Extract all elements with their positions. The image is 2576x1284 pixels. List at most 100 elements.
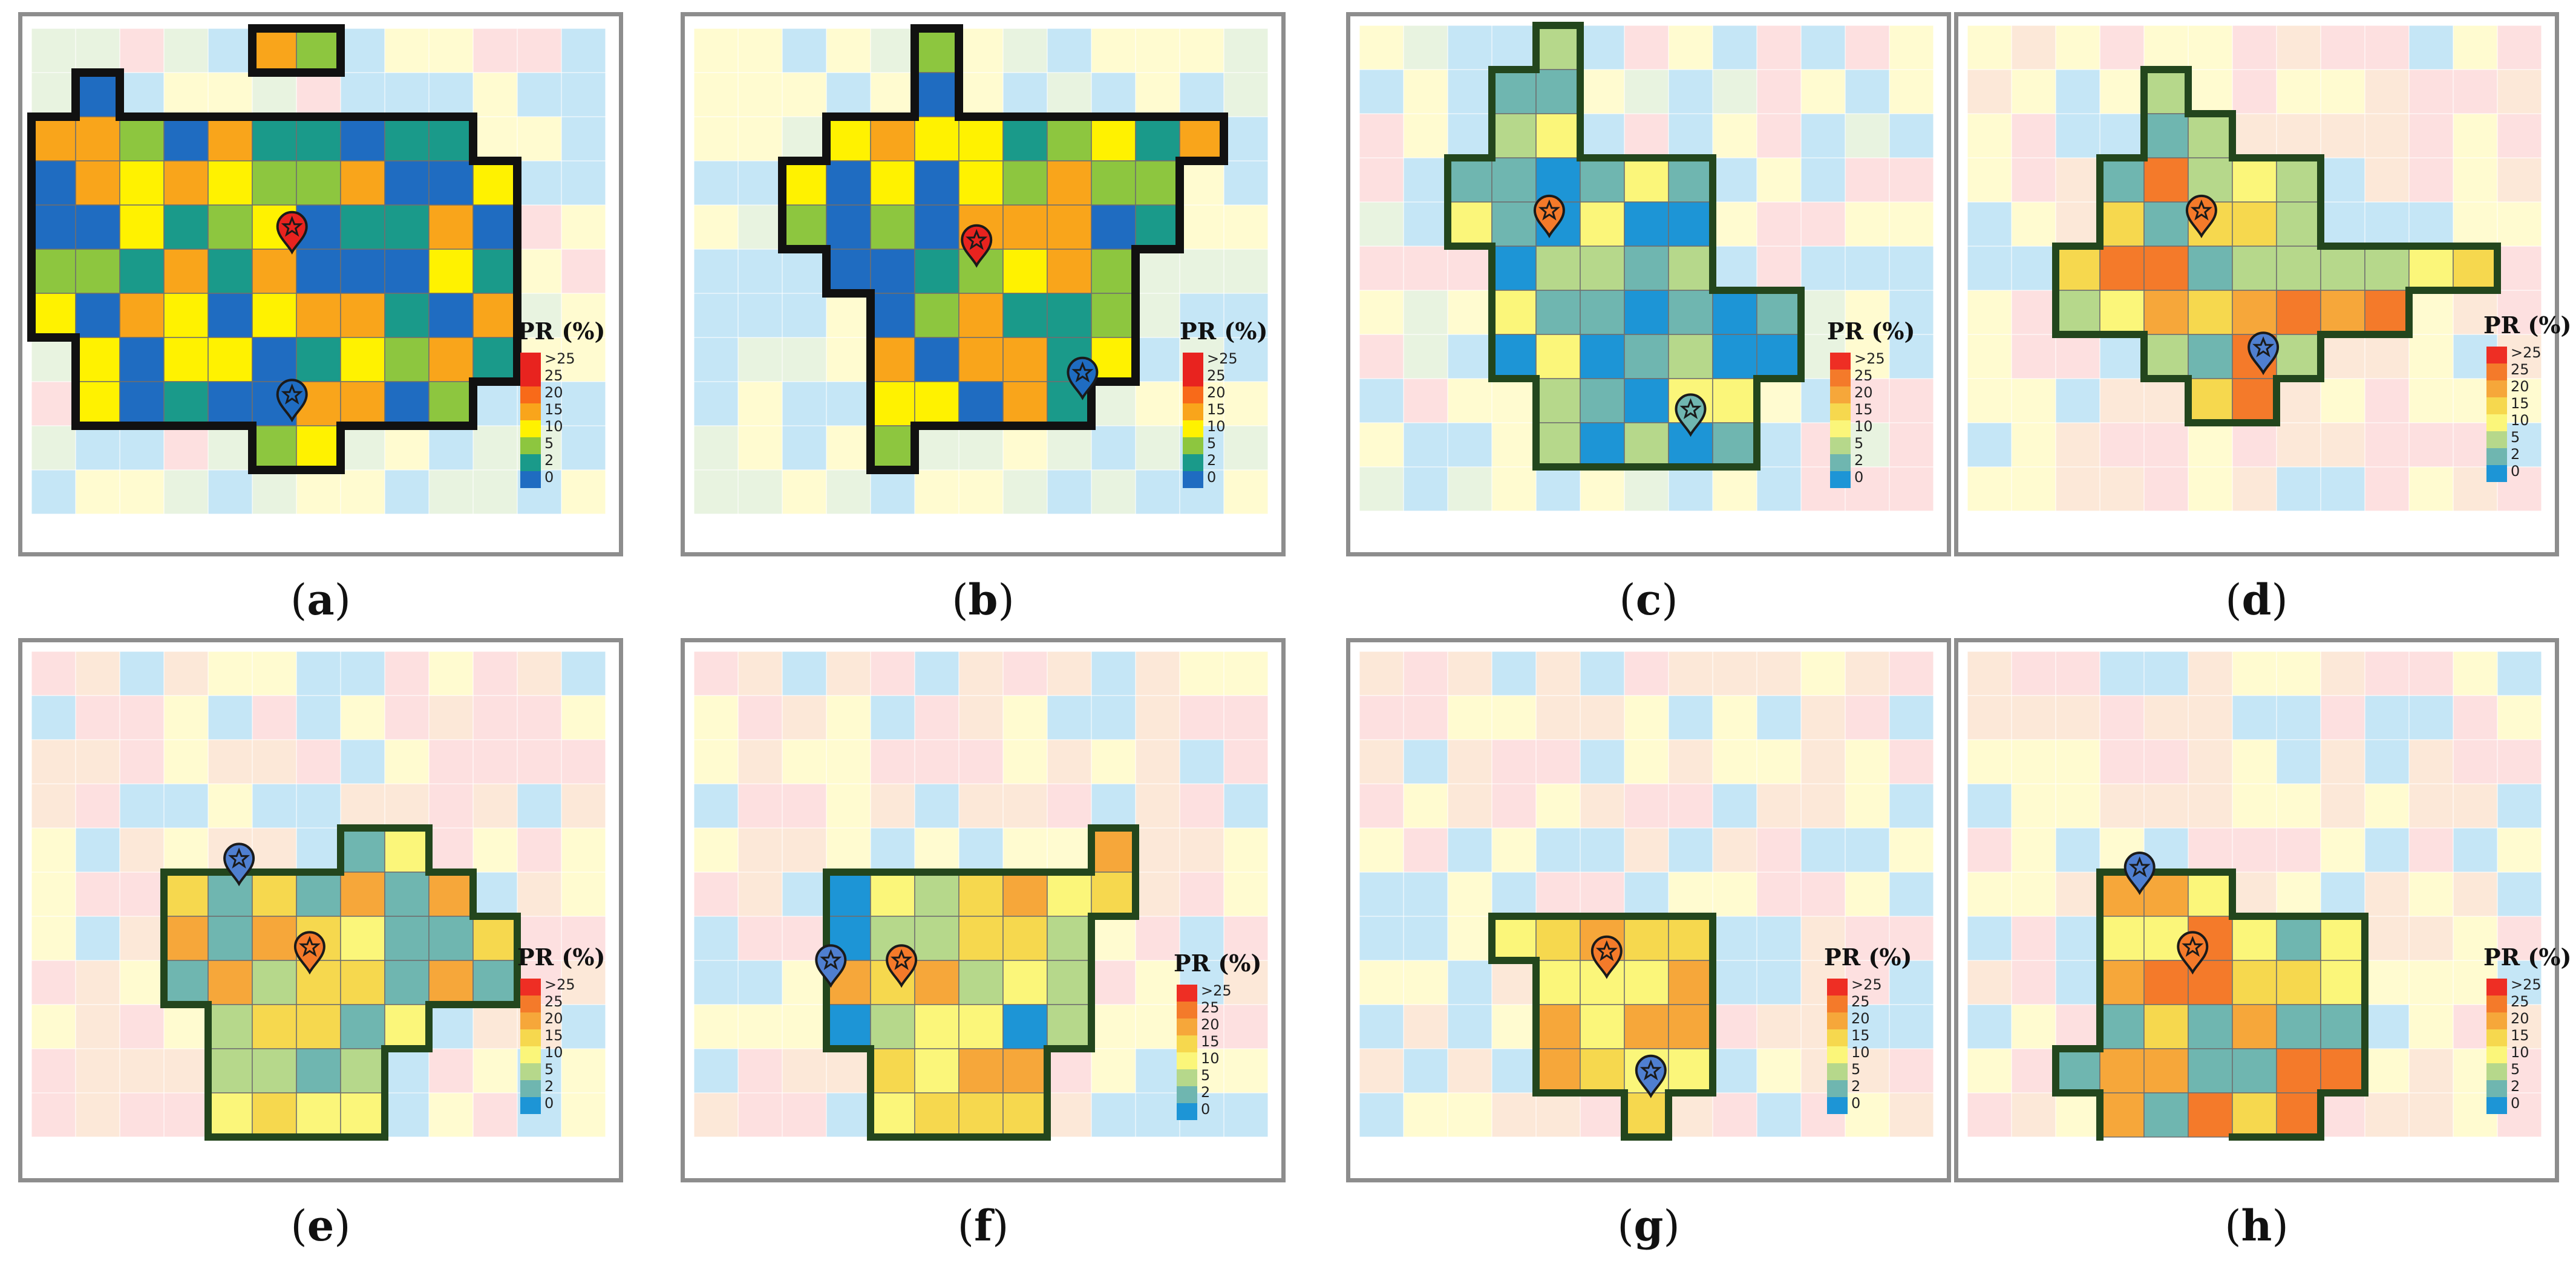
grid-cell-study xyxy=(2320,246,2365,291)
grid-cell-study xyxy=(826,872,871,917)
grid-cell-background xyxy=(1845,651,1890,696)
grid-cell-background xyxy=(1403,739,1448,784)
grid-cell-background xyxy=(782,293,827,338)
legend-tick-label: 0 xyxy=(1207,469,1217,486)
grid-cell-study xyxy=(914,916,959,961)
grid-cell-study xyxy=(2055,290,2100,335)
grid-cell-background xyxy=(163,695,209,740)
grid-cell-background xyxy=(2364,1004,2410,1049)
grid-cell-study xyxy=(252,337,297,382)
legend-tick-label: 15 xyxy=(1851,1027,1870,1044)
pr-grid-map xyxy=(693,651,1269,1141)
legend-tick-label: 5 xyxy=(1854,435,1864,452)
map-panel-b: PR (%) >25 25 20 15 10 5 2 0 (b) xyxy=(681,12,1286,625)
grid-cell-study xyxy=(296,1004,341,1049)
grid-cell-background xyxy=(1800,157,1846,203)
grid-cell-background xyxy=(252,783,297,829)
map-frame xyxy=(1954,12,2559,556)
grid-cell-background xyxy=(1447,113,1492,158)
grid-cell-background xyxy=(1179,160,1224,206)
region-boundary xyxy=(1444,22,1805,471)
grid-cell-background xyxy=(737,916,783,961)
grid-cell-background xyxy=(472,827,518,873)
grid-cell-background xyxy=(2232,651,2277,696)
grid-cell-study xyxy=(208,1092,253,1138)
grid-cell-study xyxy=(914,249,959,294)
grid-cell-study xyxy=(914,204,959,250)
grid-cell-study xyxy=(1091,116,1136,161)
grid-cell-background xyxy=(1359,378,1404,423)
pr-grid-map xyxy=(1359,651,1934,1141)
grid-cell-background xyxy=(1359,334,1404,379)
grid-cell-background xyxy=(737,425,783,471)
grid-cell-background xyxy=(472,695,518,740)
grid-cell-background xyxy=(826,1092,871,1138)
grid-cell-background xyxy=(1091,1092,1136,1138)
legend-tick-label: 5 xyxy=(2511,1061,2520,1078)
grid-cell-background xyxy=(1447,695,1492,740)
legend-tick-label: 25 xyxy=(2511,361,2529,378)
legend-tick-label: 5 xyxy=(1201,1067,1211,1084)
grid-cell-study xyxy=(252,160,297,206)
grid-cell-background xyxy=(1756,25,1802,70)
grid-cell-study xyxy=(296,1048,341,1093)
grid-cell-background xyxy=(826,469,871,515)
grid-cell-background xyxy=(1179,72,1224,117)
grid-cell-background xyxy=(340,72,385,117)
legend-swatch xyxy=(1183,437,1203,454)
grid-cell-background xyxy=(163,425,209,471)
grid-cell-background xyxy=(561,827,606,873)
grid-cell-study xyxy=(2232,1048,2277,1093)
legend-tick-label: >25 xyxy=(1851,976,1882,993)
grid-cell-background xyxy=(1668,1092,1713,1138)
grid-cell-background xyxy=(1967,783,2012,829)
map-panel-h: PR (%) >25 25 20 15 10 5 2 0 (h) xyxy=(1954,638,2571,1251)
grid-cell-background xyxy=(2011,466,2056,512)
grid-cell-background xyxy=(1002,72,1048,117)
grid-cell-background xyxy=(2408,25,2454,70)
grid-cell-background xyxy=(1624,827,1669,873)
grid-cell-background xyxy=(1668,25,1713,70)
grid-cell-study xyxy=(252,1092,297,1138)
legend-swatch xyxy=(520,979,541,996)
grid-cell-background xyxy=(1403,872,1448,917)
grid-cell-study xyxy=(252,293,297,338)
grid-cell-background xyxy=(2408,201,2454,247)
grid-cell-background xyxy=(561,651,606,696)
grid-cell-background xyxy=(1359,422,1404,468)
grid-cell-study xyxy=(1002,960,1048,1005)
grid-cell-study xyxy=(914,116,959,161)
grid-cell-background xyxy=(31,72,76,117)
grid-cell-study xyxy=(1491,69,1537,114)
legend-tick-label: 20 xyxy=(544,384,563,401)
legend-tick-label: 0 xyxy=(2511,463,2520,480)
grid-cell-study xyxy=(1491,916,1537,961)
grid-cell-background xyxy=(1712,783,1757,829)
grid-cell-background xyxy=(340,695,385,740)
grid-cell-background xyxy=(1047,72,1092,117)
legend-swatch xyxy=(520,437,541,454)
grid-cell-study xyxy=(472,960,518,1005)
grid-cell-background xyxy=(1756,422,1802,468)
legend-tick-label: 15 xyxy=(1201,1033,1220,1050)
grid-cell-background xyxy=(1135,916,1180,961)
grid-cell-background xyxy=(1179,293,1224,338)
grid-cell-study xyxy=(340,204,385,250)
grid-cells xyxy=(31,651,606,1138)
grid-cell-study xyxy=(163,960,209,1005)
grid-cell-background xyxy=(31,651,76,696)
grid-cell-background xyxy=(1447,378,1492,423)
grid-cell-study xyxy=(958,337,1004,382)
grid-cell-background xyxy=(472,739,518,784)
grid-cell-background xyxy=(428,695,474,740)
grid-cell-study xyxy=(958,381,1004,426)
location-pin-icon xyxy=(276,210,308,255)
location-pin-icon xyxy=(2123,852,2156,896)
grid-cell-study xyxy=(384,204,430,250)
grid-cell-study xyxy=(208,1004,253,1049)
grid-cell-background xyxy=(75,469,120,515)
grid-cell-study xyxy=(2276,916,2321,961)
grid-cell-study xyxy=(870,1048,915,1093)
grid-cell-background xyxy=(1889,872,1934,917)
grid-cell-background xyxy=(428,72,474,117)
